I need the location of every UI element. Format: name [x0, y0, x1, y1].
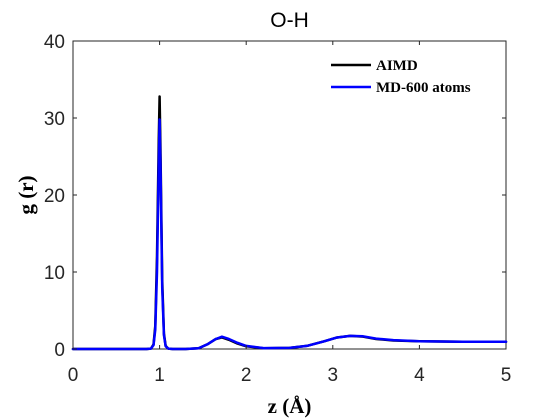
y-tick-label: 0: [54, 340, 65, 361]
x-axis-label: z (Å): [268, 394, 312, 418]
x-tick-label: 1: [154, 365, 165, 386]
plot-frame: [72, 40, 507, 350]
legend-label-0: AIMD: [376, 58, 418, 74]
y-axis-label: g (r): [14, 175, 38, 214]
y-tick-label: 20: [44, 186, 65, 207]
plot-area: [72, 40, 507, 350]
y-tick-label: 10: [44, 263, 65, 284]
legend: AIMD MD-600 atoms: [331, 58, 471, 96]
series-line-1: [71, 118, 508, 351]
x-tick-label: 4: [414, 365, 425, 386]
x-tick-label: 5: [501, 365, 512, 386]
ticks-layer: 0 1 2 3 4 5 0 10 20 30 40: [44, 32, 511, 386]
y-tick-label: 40: [44, 32, 65, 53]
legend-label-1: MD-600 atoms: [376, 80, 471, 96]
y-tick-label: 30: [44, 109, 65, 130]
x-tick-label: 3: [328, 365, 339, 386]
chart-title: O-H: [270, 9, 309, 32]
series-layer: [71, 95, 508, 351]
x-tick-label: 2: [241, 365, 252, 386]
x-tick-label: 0: [68, 365, 79, 386]
